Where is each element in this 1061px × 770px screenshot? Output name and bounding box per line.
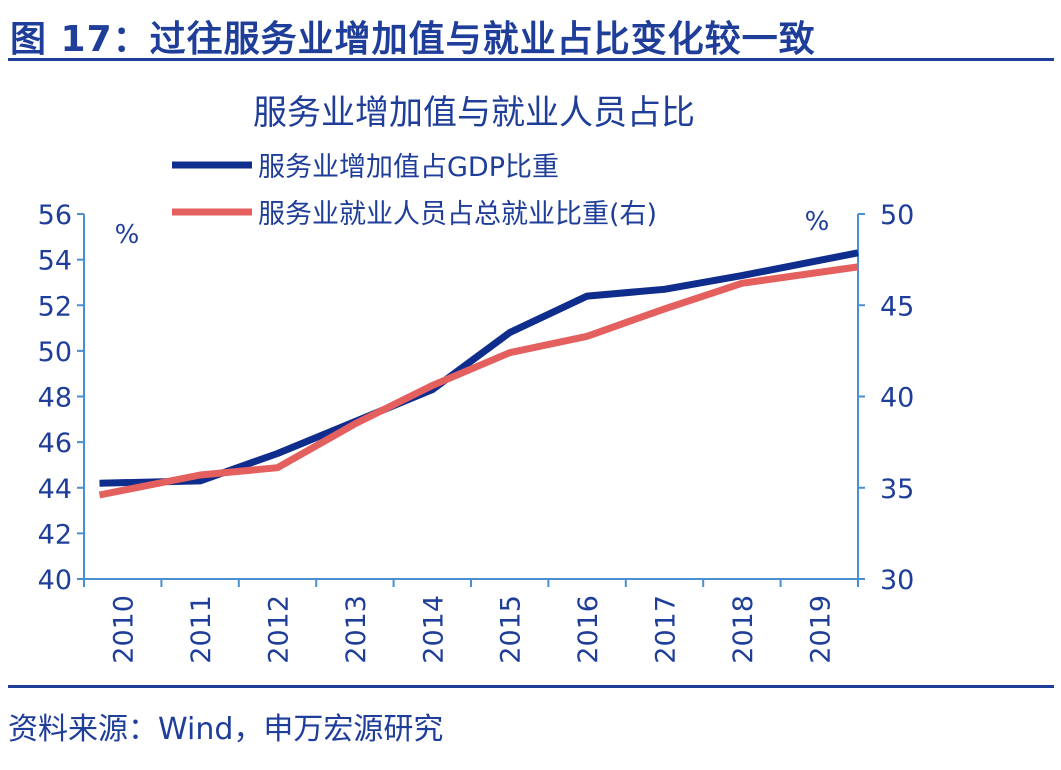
x-tick-label: 2016 <box>573 595 604 664</box>
series-line-employment-share <box>98 263 859 499</box>
y-left-tick-label: 54 <box>38 246 72 277</box>
ticks: 40 42 44 46 48 50 52 54 56 30 35 40 45 50 2010 2011 2012… <box>38 200 915 664</box>
x-tick-label: 2017 <box>651 595 682 664</box>
y-left-tick-label: 46 <box>38 428 72 459</box>
y-right-tick-label: 40 <box>880 383 914 414</box>
source-note: 资料来源：Wind，申万宏源研究 <box>8 712 444 747</box>
right-unit-label: % <box>805 207 830 237</box>
legend-label-gdp: 服务业增加值占GDP比重 <box>258 152 559 183</box>
axes <box>83 214 859 580</box>
y-right-tick-label: 45 <box>880 291 914 322</box>
y-right-tick-label: 35 <box>880 474 914 505</box>
chart-title: 服务业增加值与就业人员占比 <box>253 93 695 133</box>
legend-label-emp: 服务业就业人员占总就业比重(右) <box>258 199 657 230</box>
line-chart: 服务业增加值与就业人员占比 服务业增加值占GDP比重 服务业就业人员占总就业比重… <box>38 93 915 664</box>
y-left-tick-label: 42 <box>38 519 72 550</box>
figure-header: 图 17：过往服务业增加值与就业占比变化较一致 <box>8 6 1054 62</box>
y-left-tick-label: 44 <box>38 474 72 505</box>
x-tick-label: 2015 <box>496 595 527 664</box>
left-unit-label: % <box>115 220 140 250</box>
figure-title: 图 17：过往服务业增加值与就业占比变化较一致 <box>10 19 816 60</box>
y-left-tick-label: 48 <box>38 383 72 414</box>
x-tick-label: 2011 <box>186 595 217 664</box>
x-tick-label: 2010 <box>109 595 140 664</box>
x-tick-label: 2014 <box>418 595 449 664</box>
y-left-tick-label: 52 <box>38 291 72 322</box>
series <box>98 249 859 499</box>
x-tick-label: 2019 <box>805 595 836 664</box>
y-left-tick-label: 50 <box>38 337 72 368</box>
series-line-gdp-share <box>99 249 859 487</box>
y-right-tick-label: 50 <box>880 200 914 231</box>
footer-divider <box>8 685 1054 688</box>
y-right-tick-label: 30 <box>880 565 914 596</box>
y-left-tick-label: 56 <box>38 200 72 231</box>
legend: 服务业增加值占GDP比重 服务业就业人员占总就业比重(右) <box>172 152 657 230</box>
header-divider <box>8 58 1054 61</box>
x-tick-label: 2012 <box>264 595 295 664</box>
x-tick-label: 2018 <box>728 595 759 664</box>
y-left-tick-label: 40 <box>38 565 72 596</box>
x-tick-label: 2013 <box>341 595 372 664</box>
